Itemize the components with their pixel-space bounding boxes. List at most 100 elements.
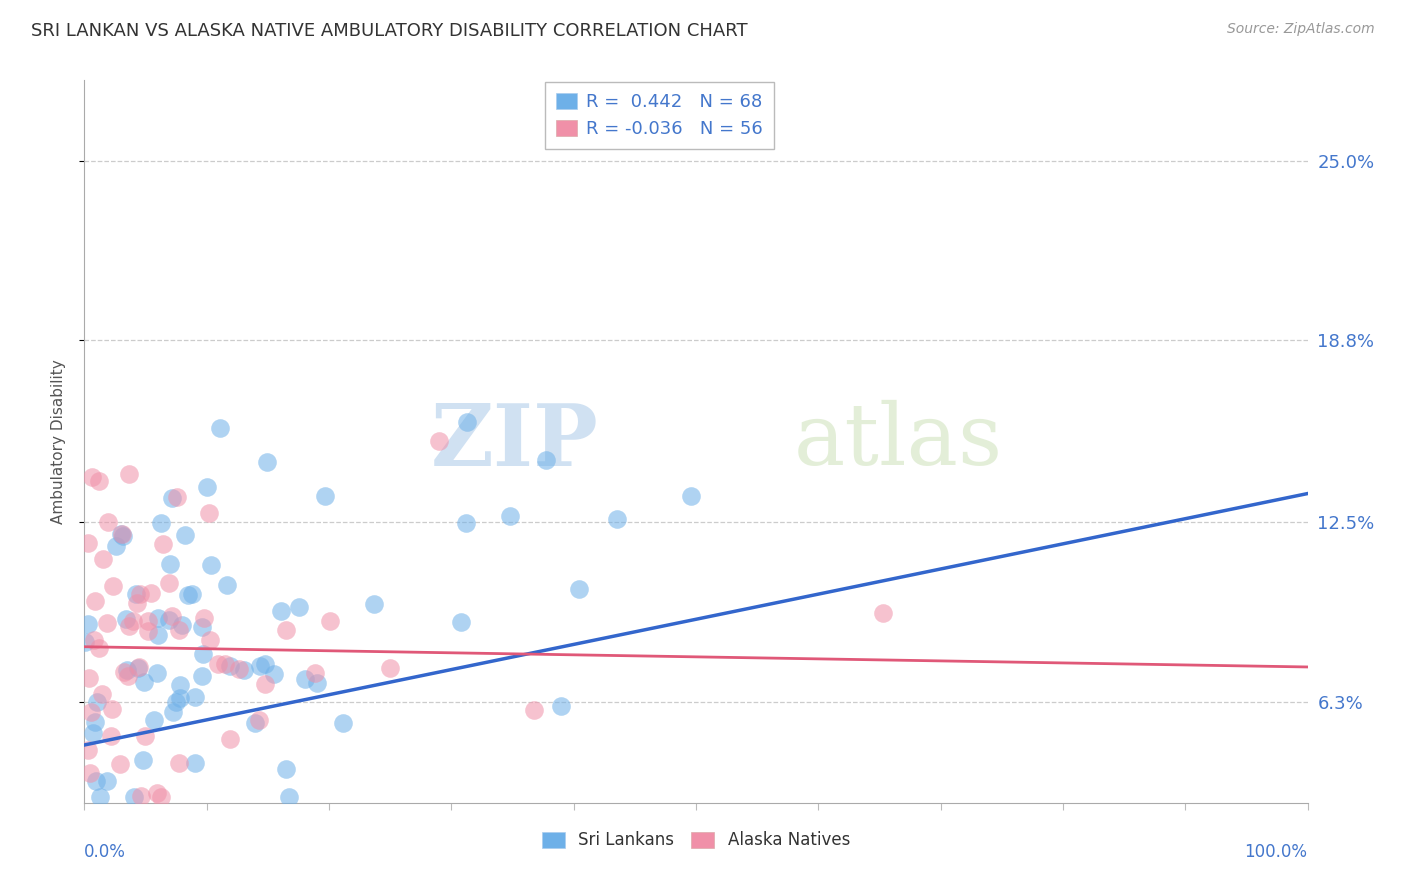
Point [454,516,477,531]
Point [681,489,703,503]
Point [208,421,231,435]
Text: SRI LANKAN VS ALASKA NATIVE AMBULATORY DISABILITY CORRELATION CHART: SRI LANKAN VS ALASKA NATIVE AMBULATORY D… [31,22,748,40]
Point [243,716,266,731]
Text: ZIP: ZIP [430,400,598,483]
Point [77,536,100,550]
Point [115,611,138,625]
Point [277,790,299,805]
Point [217,578,239,592]
Point [253,676,276,690]
Point [450,615,472,629]
Point [256,455,278,469]
Point [872,606,894,620]
Point [233,663,256,677]
Point [319,614,342,628]
Point [378,661,401,675]
Point [176,588,198,602]
Point [191,647,214,661]
Point [83,594,105,608]
Point [499,509,522,524]
Point [83,633,105,648]
Point [87,640,110,655]
Point [77,671,100,685]
Point [180,587,202,601]
Point [207,657,229,671]
Point [131,789,153,804]
Point [149,516,172,531]
Point [193,610,215,624]
Point [183,756,205,770]
Point [111,529,134,543]
Point [247,713,270,727]
Point [100,701,122,715]
Point [86,696,108,710]
Y-axis label: Ambulatory Disability: Ambulatory Disability [51,359,66,524]
Point [363,597,385,611]
Point [96,773,118,788]
Point [73,634,96,648]
Point [148,610,170,624]
Point [162,705,184,719]
Point [115,663,138,677]
Point [169,690,191,705]
Point [254,657,277,671]
Point [110,527,132,541]
Point [167,623,190,637]
Point [274,623,297,637]
Point [191,620,214,634]
Point [152,536,174,550]
Point [160,608,183,623]
Point [80,706,103,720]
Point [427,434,450,449]
Point [606,512,628,526]
Point [249,658,271,673]
Point [270,604,292,618]
Point [128,660,150,674]
Point [550,699,572,714]
Point [149,790,172,805]
Point [523,703,546,717]
Point [200,633,222,648]
Point [568,582,591,596]
Point [82,726,104,740]
Point [117,669,139,683]
Point [332,716,354,731]
Point [122,614,145,628]
Point [91,552,114,566]
Point [134,675,156,690]
Point [111,526,134,541]
Point [89,790,111,805]
Text: 100.0%: 100.0% [1244,843,1308,861]
Point [166,490,188,504]
Point [195,480,218,494]
Point [142,713,165,727]
Point [134,729,156,743]
Point [276,762,298,776]
Point [228,662,250,676]
Point [132,753,155,767]
Text: atlas: atlas [794,400,1002,483]
Point [165,695,187,709]
Point [294,672,316,686]
Point [157,613,180,627]
Point [128,587,150,601]
Point [160,491,183,505]
Point [96,616,118,631]
Point [139,586,162,600]
Point [314,489,336,503]
Point [79,765,101,780]
Point [122,790,145,805]
Point [87,474,110,488]
Point [219,658,242,673]
Point [191,669,214,683]
Point [214,657,236,671]
Point [200,558,222,573]
Point [84,714,107,729]
Point [136,614,159,628]
Point [167,756,190,770]
Point [307,675,329,690]
Point [159,557,181,571]
Point [456,416,478,430]
Point [125,587,148,601]
Point [90,687,112,701]
